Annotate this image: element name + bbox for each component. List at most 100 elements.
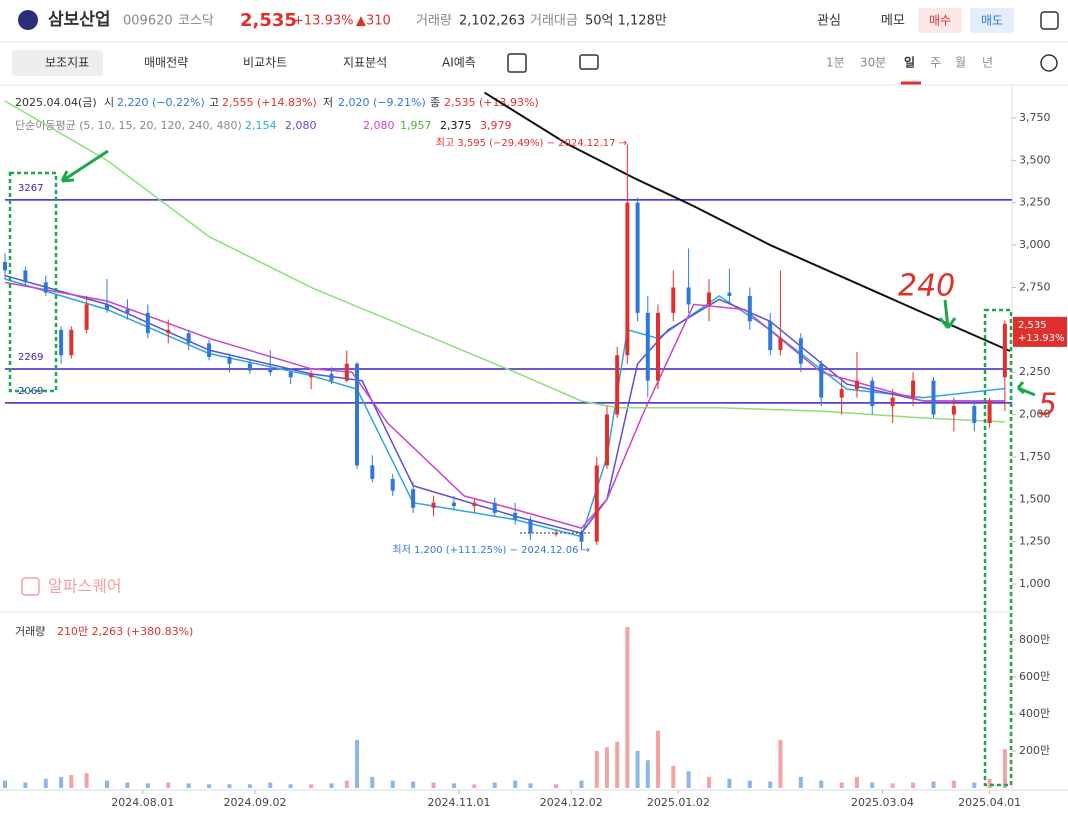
volume-bar [686,771,691,788]
x-tick-label: 2024.08.01 [111,796,174,809]
period[interactable]: 30분 [860,56,886,70]
candle-body [186,333,191,344]
ma-line [4,281,1005,529]
buy-label[interactable]: 매수 [929,14,951,28]
volume-bar [125,782,130,788]
arrow [1016,381,1036,397]
volume-bar [671,765,676,788]
camera-icon[interactable] [579,54,599,70]
tool[interactable]: 보조지표 [45,56,89,70]
sell-button[interactable] [970,8,1014,33]
period[interactable]: 월 [955,56,966,70]
candle-body [69,329,74,356]
candle-body [390,478,395,491]
buy-button[interactable] [918,8,962,33]
candle-body [59,329,64,356]
volume-bar [951,780,956,788]
volume-bar [615,741,620,788]
volume-bar [890,783,895,788]
y-tick-label: 1,000 [1019,577,1051,590]
volume-bar [59,776,64,788]
volume-bar [972,782,977,788]
tool[interactable]: 지표분석 [343,56,387,70]
volume-bar [513,780,518,788]
volume-bar [987,778,992,788]
volume-bar [645,760,650,788]
plot: 1,0001,2501,5001,7502,0002,2502,5002,750… [3,91,1067,809]
candle-body [870,380,875,407]
volume-bar [186,783,191,788]
volume-bar [43,778,48,788]
candle-body [309,373,314,378]
panel-icon[interactable] [1040,11,1059,30]
y-tick-label: 2,750 [1019,280,1051,293]
last-price-box [1013,316,1067,347]
period-active[interactable]: 일 [904,56,915,70]
ma-value: 2,375 [440,119,472,132]
period[interactable]: 년 [982,56,993,70]
x-tick-label: 2025.01.02 [647,796,710,809]
y-tick-label: 2,250 [1019,365,1051,378]
volume-bar [839,782,844,788]
legend-high: 2,555 (+14.83%) [222,96,317,109]
legend-date: 2025.04.04(금) [15,96,97,109]
candle-body [987,400,992,424]
candle-body [655,312,660,381]
tool[interactable]: AI예측 [442,56,476,70]
ma-value: 3,979 [480,119,512,132]
ma-value: 2,080 [285,119,317,132]
settings-icon[interactable] [1040,54,1058,72]
candle-body [207,343,212,357]
ma-value: 1,957 [400,119,432,132]
y-tick-label: 3,750 [1019,111,1051,124]
period[interactable]: 1분 [826,56,845,70]
candle-body [768,321,773,351]
volume-bar [411,781,416,788]
ma-line [4,100,1005,423]
candle-body [778,338,783,351]
volume-bar [355,739,360,788]
candle-body [344,363,349,381]
highlight-box [983,308,1013,787]
candle-body [472,502,477,507]
watch[interactable]: 관심 [817,14,841,29]
volume-bar [635,750,640,788]
candle-body [105,304,110,310]
candle-body [819,363,824,398]
volume-bar [431,782,436,788]
candle-body [166,329,171,334]
draw-icon[interactable] [507,53,527,73]
legend-label: 저 [323,96,333,109]
volume-bar [207,784,212,788]
hand-note: 240 [898,269,955,304]
candle-body [553,533,558,535]
candle-body [615,355,620,415]
volume-bar [23,782,28,788]
volume-bar [579,780,584,788]
volume-bar [247,784,252,788]
candle-body [513,512,518,520]
candle-body [23,270,28,283]
volume-title: 거래량 [15,625,45,638]
volume-bar [870,782,875,788]
y-tick-label: 1,250 [1019,535,1051,548]
y-tick-label: 600만 [1019,670,1050,683]
change: ▲310 [356,14,391,29]
low-note: 최저 1,200 (+111.25%) − 2024.12.06 → [392,544,590,556]
y-tick-label: 3,500 [1019,153,1051,166]
ma-line [484,91,1011,352]
memo[interactable]: 메모 [881,14,905,29]
period[interactable]: 주 [930,56,941,70]
volume-bar [604,747,609,788]
candle-body [707,292,712,305]
amount: 50억 1,128만 [585,14,667,29]
tool[interactable]: 매매전략 [144,56,188,70]
volume-bar [528,783,533,788]
volume-bar [227,784,232,788]
tool[interactable]: 비교차트 [243,56,287,70]
sell-label[interactable]: 매도 [981,14,1003,28]
volume-bar [309,784,314,788]
candle-body [798,338,803,364]
volume-bar [472,784,477,788]
candle-body [227,356,232,364]
